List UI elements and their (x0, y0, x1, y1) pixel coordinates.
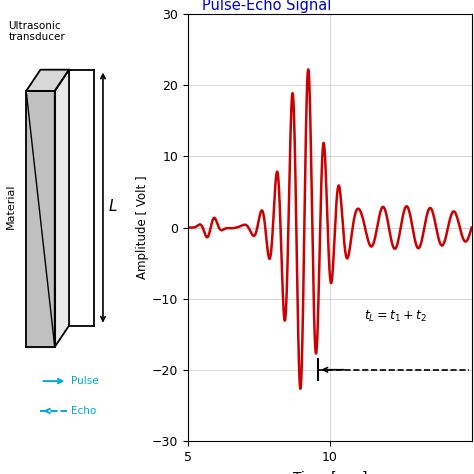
Polygon shape (55, 70, 69, 347)
Text: $L$: $L$ (109, 198, 118, 214)
Text: $t_L = t_1 + t_2$: $t_L = t_1 + t_2$ (364, 309, 427, 324)
Polygon shape (26, 70, 69, 91)
Text: Pulse-Echo Signal: Pulse-Echo Signal (202, 0, 331, 13)
Text: Pulse: Pulse (71, 376, 99, 386)
Polygon shape (26, 91, 55, 347)
Y-axis label: Amplitude [ Volt ]: Amplitude [ Volt ] (136, 176, 149, 279)
Text: Material: Material (6, 183, 16, 229)
Text: Echo: Echo (71, 406, 96, 416)
X-axis label: Time [ $\mu$s ]: Time [ $\mu$s ] (292, 469, 367, 474)
Text: Ultrasonic
transducer: Ultrasonic transducer (9, 21, 65, 42)
